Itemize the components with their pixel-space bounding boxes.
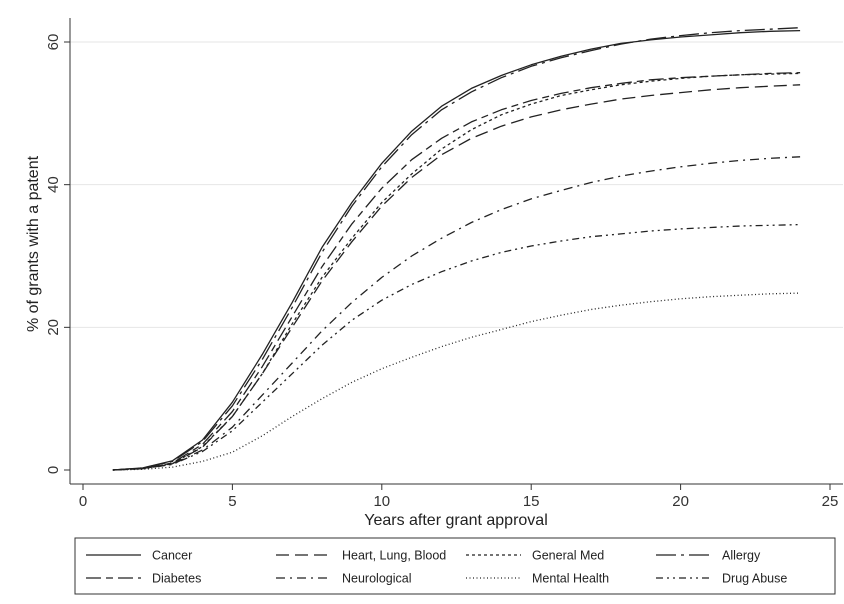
y-axis-title: % of grants with a patent <box>25 155 42 332</box>
axes: 0 20 40 60 0 5 10 15 20 25 <box>45 18 843 510</box>
x-tick-label-0: 0 <box>79 493 87 510</box>
legend-label-drug-abuse: Drug Abuse <box>722 572 787 586</box>
series-line-heart-lung-blood <box>112 84 801 471</box>
series-line-mental-health <box>112 292 801 471</box>
series-line-drug-abuse <box>112 223 801 471</box>
series-line-cancer <box>112 29 801 471</box>
x-tick-label-5: 5 <box>228 493 236 510</box>
x-tick-label-20: 20 <box>672 493 689 510</box>
legend-label-diabetes: Diabetes <box>152 572 201 586</box>
y-tick-label-60: 60 <box>45 34 62 51</box>
y-tick-label-40: 40 <box>45 176 62 193</box>
legend-label-heart-lung-blood: Heart, Lung, Blood <box>342 549 446 563</box>
x-tick-label-25: 25 <box>822 493 839 510</box>
legend-frame <box>74 537 836 595</box>
grid-lines <box>70 41 843 328</box>
series-line-allergy <box>112 27 801 471</box>
legend: Cancer Heart, Lung, Blood General Med Aller… <box>74 537 836 595</box>
y-tick-label-20: 20 <box>45 319 62 336</box>
x-axis-title: Years after grant approval <box>364 512 548 529</box>
x-tick-label-10: 10 <box>373 493 390 510</box>
y-tick-label-0: 0 <box>45 466 62 474</box>
legend-label-mental-health: Mental Health <box>532 572 609 586</box>
x-tick-label-15: 15 <box>523 493 540 510</box>
legend-label-cancer: Cancer <box>152 549 192 563</box>
legend-label-allergy: Allergy <box>722 549 761 563</box>
series-line-diabetes <box>112 72 801 471</box>
legend-label-general-med: General Med <box>532 549 604 563</box>
series-lines <box>112 27 801 471</box>
legend-label-neurological: Neurological <box>342 572 411 586</box>
